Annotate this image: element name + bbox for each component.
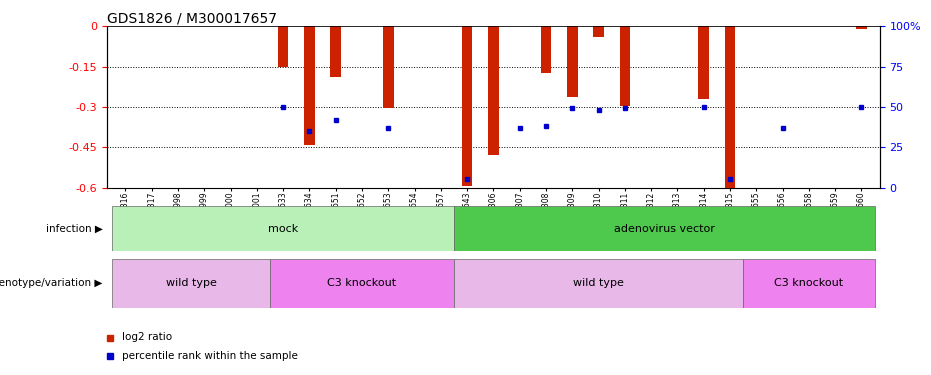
Bar xyxy=(278,26,289,67)
Text: adenovirus vector: adenovirus vector xyxy=(614,224,715,234)
Bar xyxy=(270,259,454,308)
Bar xyxy=(541,26,551,73)
Bar xyxy=(593,26,604,37)
Bar xyxy=(454,259,743,308)
Text: GDS1826 / M300017657: GDS1826 / M300017657 xyxy=(107,11,277,25)
Bar xyxy=(462,26,472,186)
Bar xyxy=(724,26,735,189)
Bar xyxy=(488,26,499,155)
Text: mock: mock xyxy=(268,224,298,234)
Bar xyxy=(304,26,315,144)
Text: percentile rank within the sample: percentile rank within the sample xyxy=(122,351,298,361)
Text: log2 ratio: log2 ratio xyxy=(122,333,172,342)
Text: infection ▶: infection ▶ xyxy=(46,224,102,234)
Bar xyxy=(857,26,867,29)
Bar xyxy=(383,26,394,108)
Text: wild type: wild type xyxy=(573,278,624,288)
Bar xyxy=(620,26,630,105)
Text: genotype/variation ▶: genotype/variation ▶ xyxy=(0,278,102,288)
Bar xyxy=(454,206,874,251)
Bar xyxy=(113,206,454,251)
Text: wild type: wild type xyxy=(166,278,217,288)
Text: C3 knockout: C3 knockout xyxy=(328,278,397,288)
Bar xyxy=(698,26,708,99)
Bar xyxy=(113,259,270,308)
Text: C3 knockout: C3 knockout xyxy=(775,278,843,288)
Bar xyxy=(567,26,577,98)
Bar xyxy=(743,259,874,308)
Bar xyxy=(331,26,341,77)
